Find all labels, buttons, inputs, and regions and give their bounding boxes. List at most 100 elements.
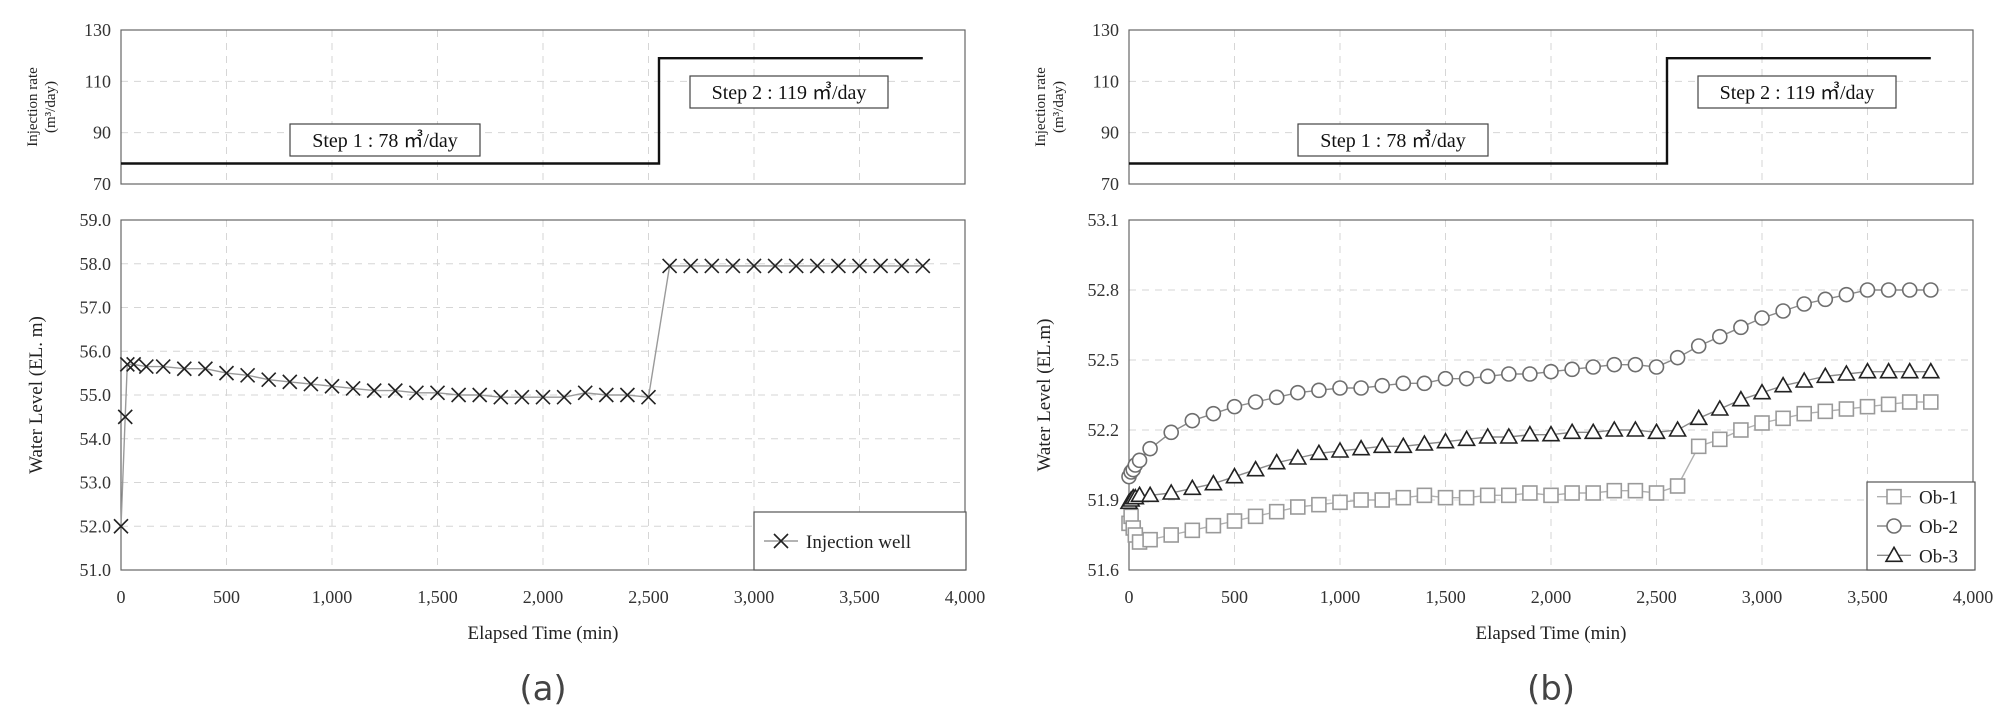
x-axis-title: Elapsed Time (min) <box>1476 623 1627 644</box>
series-0-point-1 <box>117 409 133 425</box>
series-0-point-4 <box>138 358 154 375</box>
injection-rate-chart: 70 90 110 130 Injection rate (m³/day) Step 1 :… <box>1033 20 1974 194</box>
series-2-point-37 <box>1815 366 1835 384</box>
series-0-point-11 <box>282 374 298 390</box>
series-1-point-28 <box>1627 356 1644 373</box>
rate-y-tick-label: 90 <box>93 123 111 143</box>
step-1-box <box>289 123 481 157</box>
series-1-point-12 <box>1290 384 1306 401</box>
series-0-point-29 <box>662 258 678 274</box>
series-0-point-25 <box>577 385 593 401</box>
series-0-point-6 <box>176 361 192 377</box>
series-0-point-18 <box>1416 487 1433 504</box>
series-1-point-38 <box>1838 286 1855 303</box>
rate-y-tick-label: 70 <box>1101 174 1119 194</box>
series-0-point-40 <box>1880 396 1897 413</box>
series-1-point-23 <box>1522 366 1538 382</box>
series-0-point-13 <box>1311 496 1327 513</box>
x-tick-label: 1,000 <box>312 587 353 607</box>
y-tick-label: 54.0 <box>80 429 112 449</box>
y-tick-label: 53.0 <box>80 473 112 493</box>
series-2-point-33 <box>1731 390 1751 407</box>
series-ob-1 <box>1121 394 1939 550</box>
series-0-point-21 <box>1479 487 1496 504</box>
series-2-point-42 <box>1921 362 1941 379</box>
series-0-point-21 <box>493 389 509 405</box>
step-2-label: Step 2 : 119 ㎥/day <box>1720 80 1875 104</box>
panel-label: (b) <box>1527 669 1575 709</box>
level-plot-frame <box>120 219 966 571</box>
series-0-point-8 <box>1205 517 1222 534</box>
series-1-point-22 <box>1501 366 1517 382</box>
series-1-point-13 <box>1311 382 1327 399</box>
series-0-point-10 <box>1247 508 1264 525</box>
rate-axis-title: Injection rate (m³/day) <box>1033 67 1067 147</box>
step-1-label: Step 1 : 78 ㎥/day <box>1320 128 1466 152</box>
series-0-point-12 <box>1290 499 1306 515</box>
series-0-point-7 <box>197 361 213 377</box>
x-tick-label: 1,500 <box>1425 587 1466 607</box>
series-0-point-5 <box>1142 531 1158 548</box>
legend: Injection well <box>753 511 967 571</box>
series-0-point-23 <box>1522 485 1538 501</box>
series-0-point-30 <box>1669 478 1686 494</box>
series-0-point-19 <box>451 387 467 403</box>
series-0-point-6 <box>1163 527 1179 543</box>
series-1-point-34 <box>1754 310 1770 326</box>
series-2-point-14 <box>1330 441 1350 458</box>
series-1-point-39 <box>1859 282 1876 298</box>
series-0-point-32 <box>1712 431 1728 448</box>
level-plot-frame <box>1128 219 1974 571</box>
series-2-point-21 <box>1478 427 1498 444</box>
rate-plot-frame <box>1128 29 1974 185</box>
x-tick-label: 3,500 <box>839 587 880 607</box>
y-tick-label: 52.5 <box>1088 350 1120 370</box>
series-0-point-39 <box>1859 398 1876 415</box>
series-0-point-42 <box>1923 394 1939 410</box>
x-tick-label: 2,000 <box>1531 587 1572 607</box>
series-2-point-30 <box>1668 420 1687 437</box>
series-1-point-4 <box>1131 452 1148 469</box>
series-1-point-8 <box>1205 405 1222 422</box>
x-tick-label: 1,000 <box>1320 587 1361 607</box>
series-0-point-40 <box>894 258 910 274</box>
series-0-point-41 <box>1901 394 1918 410</box>
series-0-point-12 <box>303 376 319 392</box>
series-0-point-24 <box>1543 487 1559 504</box>
series-0-point-16 <box>387 383 403 399</box>
series-0-point-7 <box>1184 522 1201 539</box>
series-0-point-28 <box>1627 482 1644 499</box>
series-injection-well <box>113 258 931 534</box>
series-0-point-0 <box>113 518 129 534</box>
series-0-point-18 <box>429 385 446 401</box>
series-2-point-9 <box>1225 467 1244 484</box>
series-1-point-7 <box>1184 412 1201 429</box>
injection-rate-step-line <box>1129 57 1931 165</box>
series-1-point-15 <box>1353 380 1369 396</box>
series-2-point-27 <box>1604 420 1624 437</box>
rate-y-tick-label: 70 <box>93 174 111 194</box>
series-1-point-41 <box>1901 282 1918 298</box>
series-1-point-37 <box>1817 291 1834 308</box>
series-2-point-22 <box>1499 427 1519 444</box>
series-2-point-12 <box>1288 448 1308 465</box>
series-0-point-19 <box>1437 489 1454 506</box>
series-2-point-34 <box>1752 383 1772 400</box>
series-1-point-26 <box>1585 359 1601 375</box>
step-1-box <box>1297 123 1489 157</box>
series-0-point-37 <box>830 258 846 274</box>
x-tick-label: 0 <box>1125 587 1134 607</box>
series-0-point-27 <box>1606 482 1623 499</box>
series-1-point-40 <box>1880 282 1897 298</box>
series-0-point-13 <box>324 378 340 394</box>
step-1-label: Step 1 : 78 ㎥/day <box>312 128 458 152</box>
x-tick-label: 2,500 <box>1636 587 1677 607</box>
series-0-point-39 <box>873 258 889 274</box>
injection-rate-chart: 70 90 110 130 Injection rate (m³/day) Step 1 :… <box>25 20 966 194</box>
series-0-point-20 <box>1458 489 1475 506</box>
series-2-point-17 <box>1393 436 1413 454</box>
panel-b: 70 90 110 130 Injection rate (m³/day) Step 1 :… <box>1033 20 1993 709</box>
series-line <box>120 265 923 527</box>
series-0-point-5 <box>155 358 171 375</box>
rate-y-tick-label: 90 <box>1101 123 1119 143</box>
